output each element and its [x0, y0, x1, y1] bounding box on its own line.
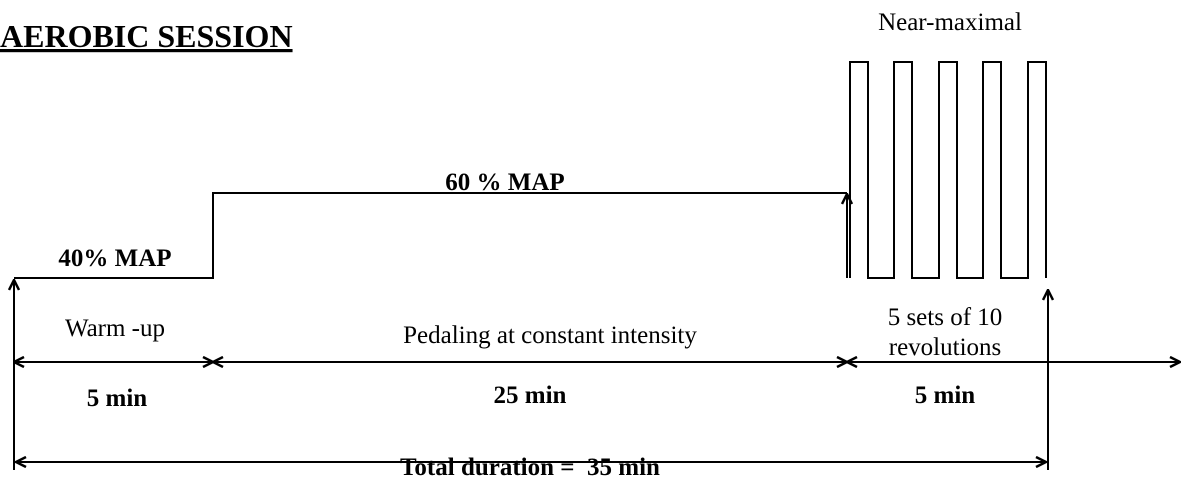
title: AEROBIC SESSION [0, 18, 293, 54]
low-intensity-label: 40% MAP [58, 245, 171, 272]
phase-duration: 25 min [494, 382, 567, 409]
intensity-profile [14, 192, 847, 279]
phase-duration: 5 min [915, 382, 976, 409]
phase-name: Warm -up [65, 315, 165, 342]
phase-name: 5 sets of 10 [888, 304, 1003, 331]
sprint-pulses [849, 61, 1047, 279]
high-intensity-label: 60 % MAP [445, 169, 564, 196]
phase-name: Pedaling at constant intensity [403, 322, 697, 349]
phase-duration: 5 min [87, 385, 148, 412]
near-maximal-label: Near-maximal [878, 9, 1022, 36]
phase-name: revolutions [889, 334, 1002, 361]
total-duration: Total duration = 35 min [400, 454, 660, 481]
